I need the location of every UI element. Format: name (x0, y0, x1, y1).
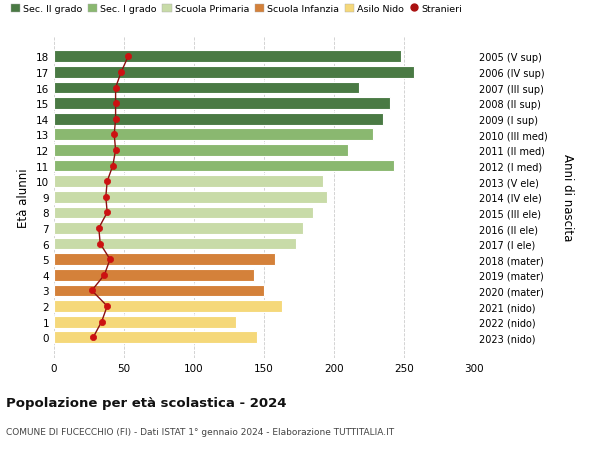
Legend: Sec. II grado, Sec. I grado, Scuola Primaria, Scuola Infanzia, Asilo Nido, Stran: Sec. II grado, Sec. I grado, Scuola Prim… (11, 5, 463, 14)
Bar (54, 285, 264, 297)
Bar (54, 191, 327, 203)
Bar (54, 114, 383, 125)
Y-axis label: Età alunni: Età alunni (17, 168, 31, 227)
Bar (54, 238, 296, 250)
Bar (54, 83, 359, 94)
Text: Popolazione per età scolastica - 2024: Popolazione per età scolastica - 2024 (6, 396, 287, 409)
Bar (54, 145, 348, 157)
Bar (54, 98, 390, 110)
Bar (54, 223, 303, 235)
Bar (54, 316, 236, 328)
Bar (54, 51, 401, 63)
Bar (54, 129, 373, 141)
Text: COMUNE DI FUCECCHIO (FI) - Dati ISTAT 1° gennaio 2024 - Elaborazione TUTTITALIA.: COMUNE DI FUCECCHIO (FI) - Dati ISTAT 1°… (6, 427, 394, 436)
Bar (54, 160, 394, 172)
Bar (54, 207, 313, 219)
Bar (54, 254, 275, 265)
Y-axis label: Anni di nascita: Anni di nascita (562, 154, 575, 241)
Bar (54, 67, 414, 78)
Bar (54, 332, 257, 343)
Bar (54, 301, 282, 312)
Bar (54, 269, 254, 281)
Bar (54, 176, 323, 188)
